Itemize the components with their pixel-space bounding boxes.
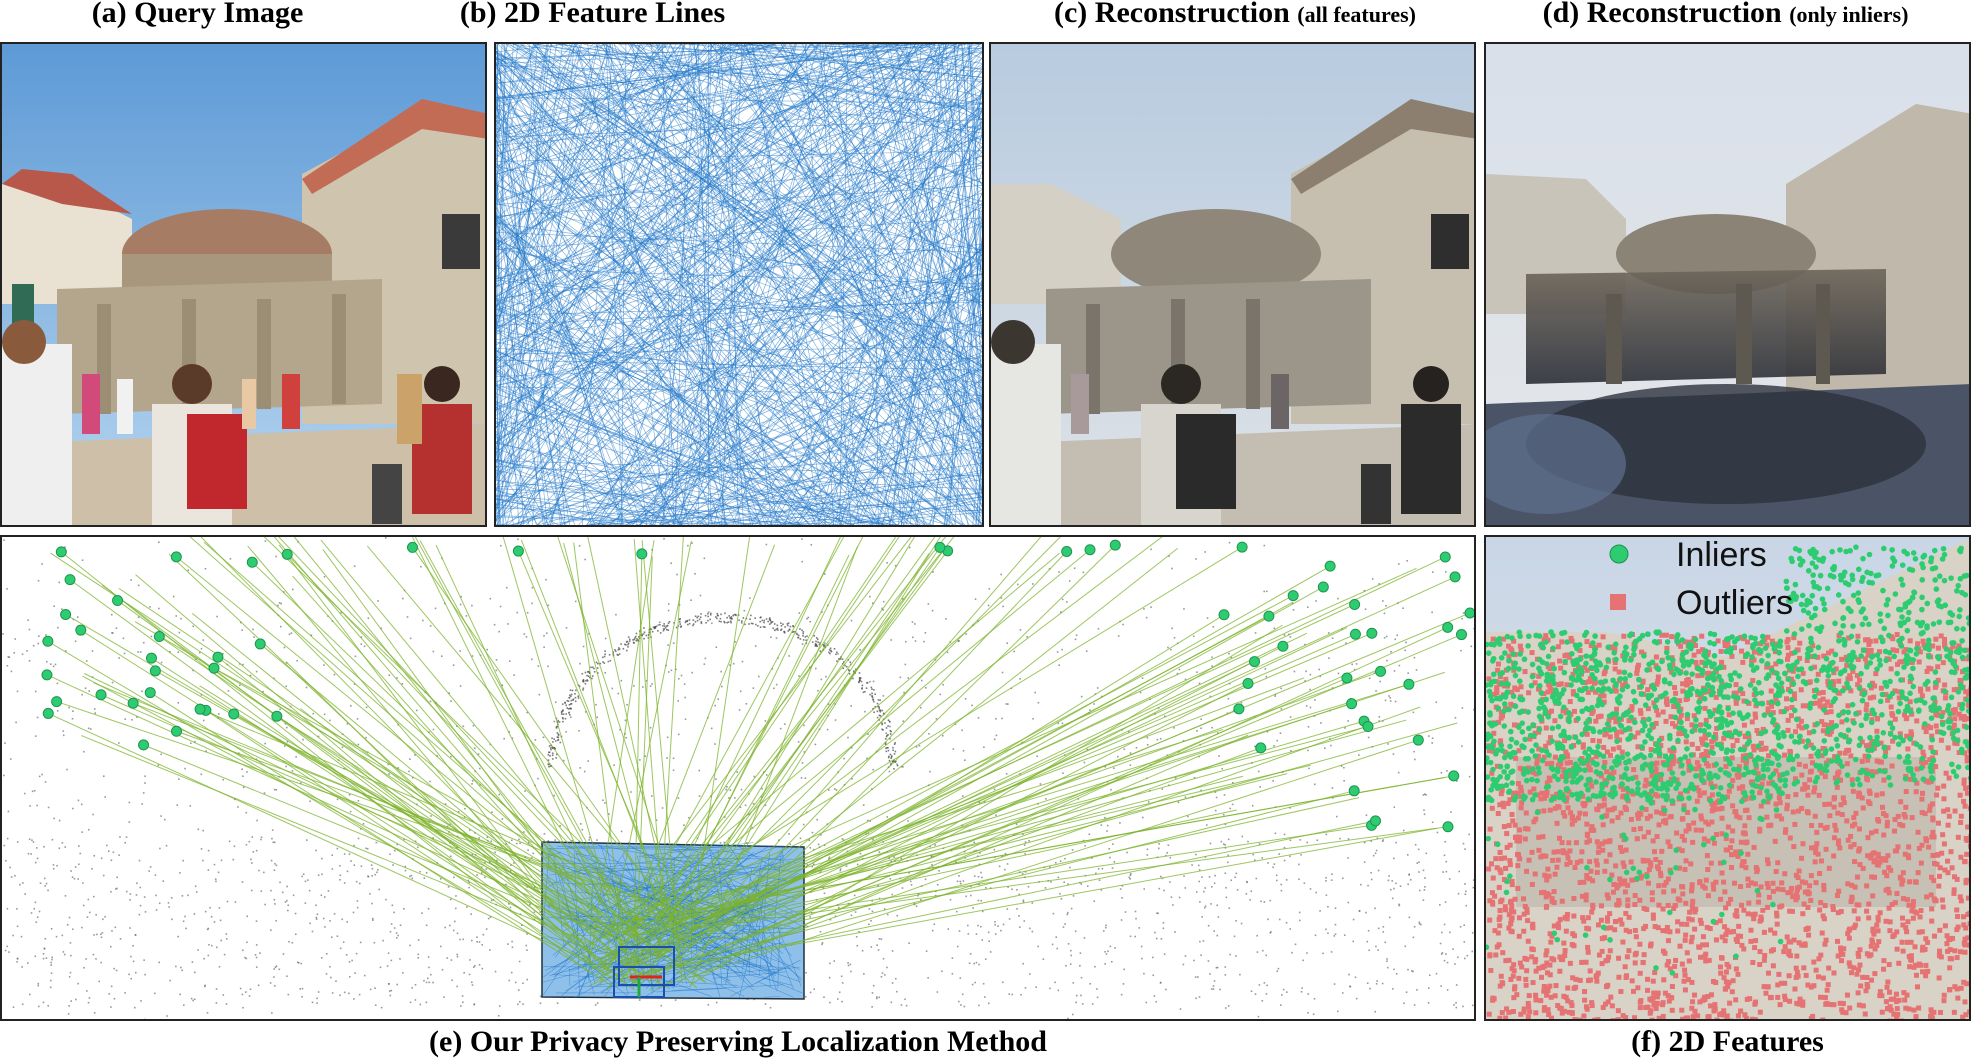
reconstruction-all-image [991,44,1474,525]
caption-reconstruction-inliers: (d) Reconstruction (only inliers) [1480,0,1971,32]
query-image-panel [0,42,487,527]
legend-outliers: Outliers [1676,584,1793,622]
caption-query-image: (a) Query Image [91,0,304,29]
caption-2d-features: (f) 2D Features [1631,1025,1824,1058]
features-2d-plot: Inliers Outliers [1486,537,1969,1019]
legend: Inliers Outliers [1609,537,1793,622]
caption-localization-method: (e) Our Privacy Preserving Localization … [429,1025,1047,1058]
caption-reconstruction-all-main: (c) Reconstruction [1053,0,1290,29]
inlier-marker-icon [1609,544,1629,564]
legend-inliers: Inliers [1676,537,1767,574]
caption-feature-lines: (b) 2D Feature Lines [459,0,726,29]
feature-line-group [496,44,982,525]
inlier-points [41,539,1474,833]
caption-reconstruction-inliers-main: (d) Reconstruction [1542,0,1782,29]
camera-frustum-icon [613,946,675,998]
query-image [2,44,485,525]
caption-reconstruction-all: (c) Reconstruction (all features) [985,0,1485,32]
localization-panel [0,535,1476,1021]
reconstruction-inliers-image [1486,44,1969,525]
localization-plot [2,537,1474,1019]
correspondence-rays [46,537,1471,991]
caption-reconstruction-inliers-sub: (only inliers) [1789,2,1909,27]
outlier-marker-icon [1610,594,1626,610]
features-2d-panel: Inliers Outliers [1484,535,1971,1021]
reconstruction-all-panel [989,42,1476,527]
reconstruction-inliers-panel [1484,42,1971,527]
caption-reconstruction-all-sub: (all features) [1297,2,1416,27]
feature-points [1486,544,1969,1019]
feature-lines-plot [496,44,982,525]
feature-lines-panel [494,42,984,527]
